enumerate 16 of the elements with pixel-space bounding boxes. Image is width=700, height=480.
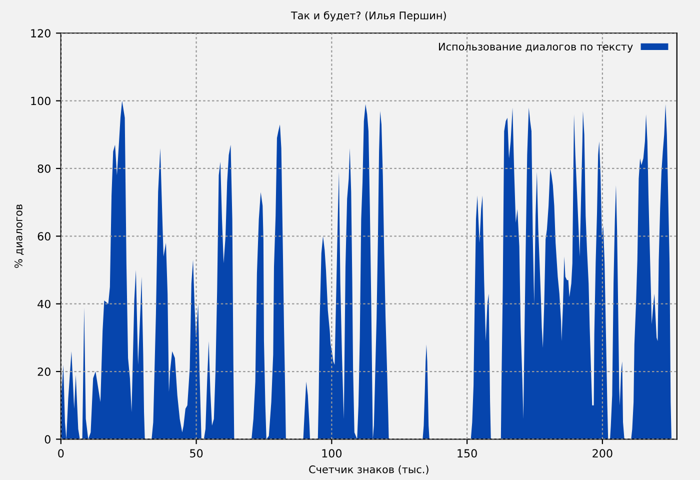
x-tick-label: 200 <box>592 449 612 458</box>
x-axis-title: Счетчик знаков (тыс.) <box>309 465 428 475</box>
y-tick-label: 100 <box>31 96 50 106</box>
y-tick-label: 120 <box>31 29 50 38</box>
x-tick-label: 50 <box>190 449 203 458</box>
y-tick-label: 40 <box>38 300 50 308</box>
y-tick-label: 20 <box>38 367 50 376</box>
legend-label: Использование диалогов по тексту <box>439 42 633 53</box>
y-tick-label: 60 <box>38 232 50 241</box>
x-tick-label: 150 <box>458 449 477 458</box>
y-tick-label: 80 <box>38 164 50 173</box>
y-tick-label: 0 <box>44 435 50 444</box>
x-tick-label: 100 <box>322 449 342 458</box>
x-tick-label: 0 <box>58 449 64 458</box>
y-axis-title: % диалогов <box>14 204 24 268</box>
chart-title: Так и будет? (Илья Першин) <box>290 11 446 22</box>
